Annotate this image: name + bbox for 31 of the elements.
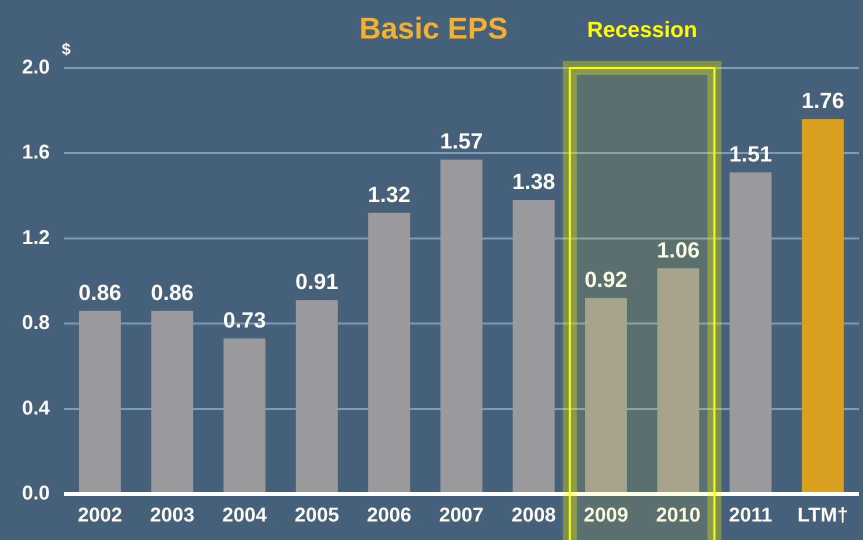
data-label: 1.76: [801, 88, 844, 114]
y-tick-label: 0.0: [22, 482, 50, 505]
x-tick-label: 2007: [439, 504, 484, 527]
data-label: 0.86: [150, 280, 194, 305]
y-tick-label: 0.4: [22, 397, 51, 420]
band-label: Recession: [587, 17, 698, 42]
x-tick-label: 2002: [78, 504, 122, 527]
y-tick-label: 2.0: [22, 56, 50, 79]
x-tick-label: 2004: [222, 504, 268, 527]
x-tick-label: 2010: [656, 504, 701, 527]
data-label: 1.38: [512, 169, 556, 194]
data-label: 0.86: [78, 280, 122, 305]
x-tick-label: 2003: [150, 504, 194, 527]
x-tick-label: LTM†: [797, 504, 848, 527]
data-label: 0.92: [584, 267, 628, 292]
y-tick-label: 1.2: [22, 226, 50, 249]
y-axis-title: $: [62, 41, 71, 58]
x-tick-label: 2006: [366, 504, 412, 527]
x-tick-label: 2009: [584, 504, 628, 527]
data-label: 1.06: [656, 237, 700, 262]
x-tick-label: 2008: [511, 504, 556, 527]
data-label: 1.32: [368, 182, 411, 207]
y-tick-label: 1.6: [22, 142, 50, 164]
data-label: 0.91: [295, 269, 338, 294]
data-label: 1.51: [729, 141, 772, 166]
data-label: 1.57: [440, 128, 483, 154]
data-label: 0.73: [223, 308, 266, 333]
chart-title: Basic EPS: [359, 12, 508, 46]
x-tick-label: 2011: [728, 504, 772, 527]
x-tick-label: 2005: [294, 504, 340, 527]
y-tick-label: 0.8: [22, 312, 50, 334]
